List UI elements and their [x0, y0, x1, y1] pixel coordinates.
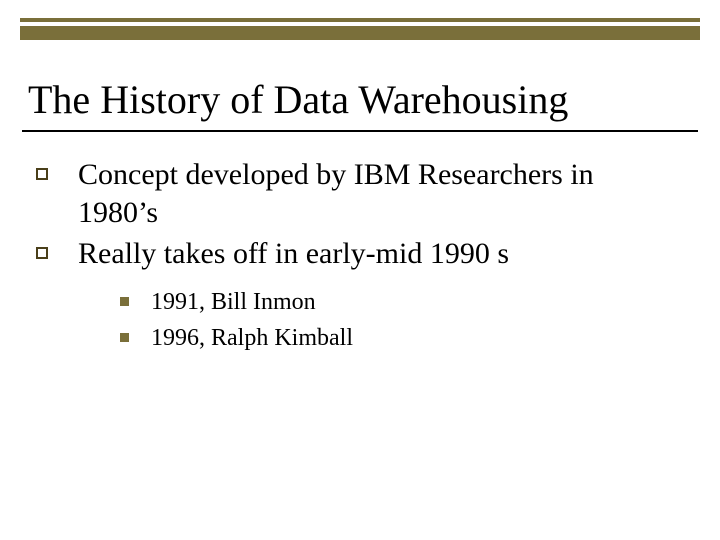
decor-bar-thin: [20, 18, 700, 22]
slide: The History of Data Warehousing Concept …: [0, 0, 720, 540]
decor-bar-thick: [20, 26, 700, 40]
square-filled-icon: [120, 333, 129, 342]
slide-title: The History of Data Warehousing: [28, 78, 568, 122]
bullet-item: Concept developed by IBM Researchers in …: [36, 156, 680, 231]
bullet-text: Concept developed by IBM Researchers in …: [78, 156, 680, 231]
square-outline-icon: [36, 168, 48, 180]
sub-bullet-text: 1996, Ralph Kimball: [151, 323, 353, 353]
sub-bullet-item: 1996, Ralph Kimball: [120, 323, 680, 353]
bullet-text: Really takes off in early-mid 1990 s: [78, 235, 509, 273]
sub-bullet-item: 1991, Bill Inmon: [120, 287, 680, 317]
title-underline: [22, 130, 698, 132]
slide-body: Concept developed by IBM Researchers in …: [36, 156, 680, 359]
sub-bullet-text: 1991, Bill Inmon: [151, 287, 316, 317]
sub-bullet-list: 1991, Bill Inmon 1996, Ralph Kimball: [120, 287, 680, 353]
square-filled-icon: [120, 297, 129, 306]
bullet-item: Really takes off in early-mid 1990 s: [36, 235, 680, 273]
square-outline-icon: [36, 247, 48, 259]
